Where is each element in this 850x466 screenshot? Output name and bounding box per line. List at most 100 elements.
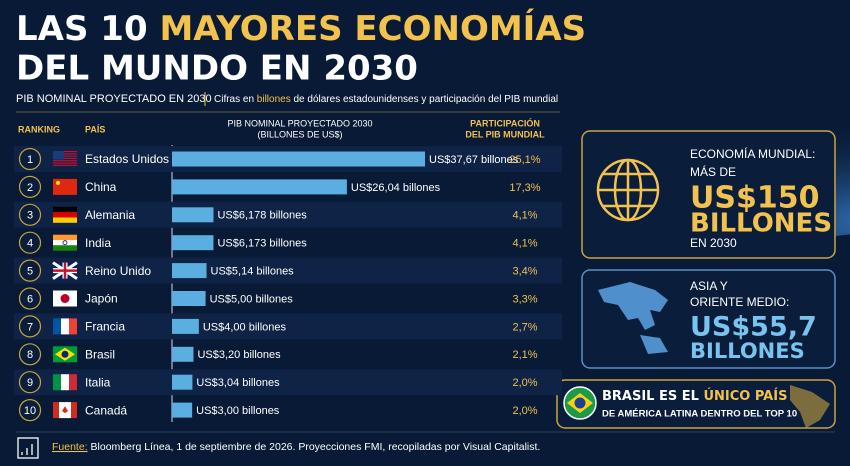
flag-stripe [69, 318, 77, 335]
rank: 1 [27, 154, 33, 166]
rank-badge [18, 287, 42, 310]
share-label: 4,1% [512, 210, 537, 222]
row: 7 Francia US$4,00 billones 2,7% [14, 313, 562, 340]
country: India [85, 236, 111, 250]
rank-badge [18, 203, 42, 226]
rank: 4 [27, 238, 33, 250]
title-plain: LAS 10 [16, 9, 159, 49]
brazil-badge [563, 386, 597, 420]
note-after: de dólares estadounidenses y participaci… [291, 94, 558, 105]
rank: 2 [27, 182, 33, 194]
header-share: PARTICIPACIÓN [470, 117, 540, 128]
brazil-accent: ÚNICO PAÍS [703, 388, 787, 404]
value-label: US$3,04 billones [196, 377, 280, 389]
country: China [85, 180, 117, 194]
rank-badge [18, 175, 42, 198]
source: Fuente: Bloomberg Línea, 1 de septiembre… [52, 441, 540, 453]
brazil-plain: BRASIL ES EL [602, 389, 703, 404]
row-band [14, 201, 562, 228]
source-icon [17, 437, 39, 459]
row-band [14, 313, 562, 340]
flag-canton [53, 151, 64, 160]
flag-stripe [53, 162, 77, 164]
brazil-l2: DE AMÉRICA LATINA DENTRO DEL TOP 10 [602, 409, 797, 420]
rank: 8 [27, 349, 33, 361]
note: Cifras en billones de dólares estadounid… [214, 94, 558, 105]
rank: 9 [27, 377, 33, 389]
rank-badge [18, 399, 42, 422]
flag-stripe [71, 402, 77, 419]
flag-stripe [53, 374, 61, 391]
rank-badge [18, 147, 42, 171]
share-label: 2,0% [512, 377, 537, 389]
header-share-2: DEL PIB MUNDIAL [465, 129, 545, 139]
value-label: US$26,04 billones [351, 182, 441, 194]
globe-icon [596, 158, 660, 222]
rank: 3 [27, 210, 33, 222]
bar [172, 207, 214, 223]
world-l1: ECONOMÍA MUNDIAL: [690, 146, 815, 161]
share-label: 4,1% [512, 238, 537, 250]
rank: 5 [27, 266, 33, 278]
flag-stripe [61, 374, 69, 391]
world-big2: BILLONES [690, 209, 832, 239]
flag-stripe [53, 164, 77, 166]
flag-stripe [53, 157, 77, 159]
flag-field [53, 178, 77, 195]
share-label: 3,4% [512, 266, 537, 278]
row: 6 Japón US$5,00 billones 3,3% [18, 287, 538, 310]
country: Italia [85, 375, 111, 389]
flag-stripe [53, 402, 59, 419]
value-label: US$4,00 billones [203, 321, 287, 333]
share-label: 17,3% [509, 182, 540, 194]
bar [172, 318, 199, 334]
latam-map [790, 385, 830, 428]
country: Estados Unidos [85, 152, 169, 166]
rank-badge [18, 231, 42, 254]
title-accent: MAYORES ECONOMÍAS [159, 8, 586, 49]
rank-badge [18, 259, 42, 282]
world-l3: EN 2030 [690, 236, 737, 250]
bar [172, 263, 207, 279]
bar [172, 374, 193, 390]
rank: 6 [27, 293, 33, 305]
bar [172, 151, 425, 167]
row-band [14, 257, 562, 284]
value-label: US$37,67 billones [429, 154, 519, 166]
row: 4 India US$6,173 billones 4,1% [18, 231, 538, 254]
flag-stripe [53, 217, 77, 223]
flag-stripe [69, 374, 77, 391]
rank: 10 [24, 405, 36, 417]
flag-stripe [53, 160, 77, 162]
header-gdp: PIB NOMINAL PROYECTADO 2030 [227, 118, 372, 128]
country: Brasil [85, 347, 115, 361]
flag-stripe [61, 318, 69, 335]
asia-l1: ASIA Y [690, 279, 728, 293]
asia-big: US$55,7 [690, 312, 817, 343]
flag-stripe [53, 153, 77, 155]
flag-globe [61, 350, 69, 358]
note-accent: billones [257, 94, 291, 105]
flag-stripe [53, 234, 77, 241]
world-l2: MÁS DE [690, 164, 736, 179]
flag-star [56, 180, 60, 185]
row-band [14, 369, 562, 396]
value-label: US$3,20 billones [197, 349, 281, 361]
asia-big2: BILLONES [690, 339, 805, 363]
share-label: 25,1% [509, 154, 540, 166]
flag-stripe [53, 206, 77, 213]
title-line2: DEL MUNDO EN 2030 [16, 49, 418, 89]
row: 8 Brasil US$3,20 billones 2,1% [18, 343, 538, 366]
row: 2 China US$26,04 billones 17,3% [18, 175, 541, 198]
share-label: 2,7% [512, 321, 537, 333]
row: 3 Alemania US$6,178 billones 4,1% [14, 201, 562, 228]
source-text: Bloomberg Línea, 1 de septiembre de 2026… [88, 441, 541, 453]
rank-badge [18, 315, 42, 338]
value-label: US$5,14 billones [211, 266, 295, 278]
rank-badge [18, 371, 42, 394]
country: Reino Unido [85, 264, 151, 278]
world-panel [581, 130, 836, 259]
row: 5 Reino Unido US$5,14 billones 3,4% [14, 257, 562, 284]
